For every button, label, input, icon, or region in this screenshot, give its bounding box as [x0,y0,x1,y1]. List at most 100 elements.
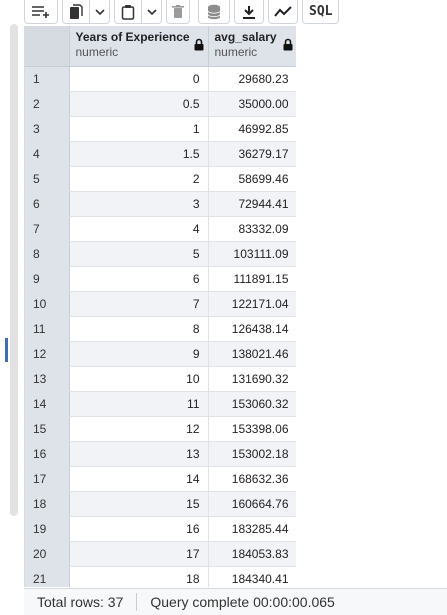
row-number[interactable]: 5 [25,166,70,192]
cell-avg-salary[interactable]: 58699.46 [208,166,296,192]
graph-visualiser-button[interactable] [268,0,298,24]
cell-avg-salary[interactable]: 184053.83 [208,541,296,567]
left-scrollbar[interactable] [10,24,18,516]
table-row[interactable]: 2 0.5 35000.00 [25,91,296,117]
sql-button[interactable]: SQL [302,0,340,24]
cell-years-of-experience[interactable]: 4 [69,216,209,242]
row-number[interactable]: 8 [25,241,70,267]
row-number[interactable]: 13 [25,366,70,392]
cell-avg-salary[interactable]: 126438.14 [208,316,296,342]
row-number[interactable]: 10 [25,291,70,317]
table-row[interactable]: 10 7 122171.04 [25,291,296,317]
cell-years-of-experience[interactable]: 7 [69,291,209,317]
table-row[interactable]: 20 17 184053.83 [25,541,296,567]
table-row[interactable]: 9 6 111891.15 [25,266,296,292]
cell-years-of-experience[interactable]: 6 [69,266,209,292]
save-data-button[interactable] [198,0,230,24]
column-header-years-of-experience[interactable]: Years of Experience numeric [69,26,209,67]
row-number[interactable]: 19 [25,516,70,542]
cell-years-of-experience[interactable]: 8 [69,316,209,342]
cell-avg-salary[interactable]: 183285.44 [208,516,296,542]
row-number[interactable]: 9 [25,266,70,292]
table-row[interactable]: 16 13 153002.18 [25,441,296,467]
cell-avg-salary[interactable]: 153060.32 [208,391,296,417]
cell-years-of-experience[interactable]: 12 [69,416,209,442]
table-row[interactable]: 17 14 168632.36 [25,466,296,492]
cell-avg-salary[interactable]: 83332.09 [208,216,296,242]
cell-years-of-experience[interactable]: 15 [69,491,209,517]
table-row[interactable]: 12 9 138021.46 [25,341,296,367]
row-number[interactable]: 14 [25,391,70,417]
cell-years-of-experience[interactable]: 3 [69,191,209,217]
row-number[interactable]: 2 [25,91,70,117]
cell-years-of-experience[interactable]: 10 [69,366,209,392]
row-number[interactable]: 20 [25,541,70,567]
cell-years-of-experience[interactable]: 11 [69,391,209,417]
cell-years-of-experience[interactable]: 9 [69,341,209,367]
cell-avg-salary[interactable]: 35000.00 [208,91,296,117]
table-row[interactable]: 19 16 183285.44 [25,516,296,542]
delete-button[interactable] [166,0,190,24]
row-number[interactable]: 15 [25,416,70,442]
table-row[interactable]: 13 10 131690.32 [25,366,296,392]
paste-button[interactable] [114,0,142,24]
cell-avg-salary[interactable]: 168632.36 [208,466,296,492]
cell-avg-salary[interactable]: 131690.32 [208,366,296,392]
row-number[interactable]: 3 [25,116,70,142]
column-header-avg-salary[interactable]: avg_salary numeric [208,26,296,67]
row-number[interactable]: 17 [25,466,70,492]
table-row[interactable]: 4 1.5 36279.17 [25,141,296,167]
table-row[interactable]: 3 1 46992.85 [25,116,296,142]
cell-avg-salary[interactable]: 103111.09 [208,241,296,267]
cell-avg-salary[interactable]: 153398.06 [208,416,296,442]
download-icon [243,5,255,19]
table-row[interactable]: 21 18 184340.41 [25,566,296,587]
cell-avg-salary[interactable]: 72944.41 [208,191,296,217]
cell-years-of-experience[interactable]: 16 [69,516,209,542]
copy-button[interactable] [62,0,90,24]
cell-avg-salary[interactable]: 122171.04 [208,291,296,317]
cell-avg-salary[interactable]: 36279.17 [208,141,296,167]
cell-years-of-experience[interactable]: 0 [69,66,209,92]
cell-years-of-experience[interactable]: 18 [69,566,209,587]
copy-options-button[interactable] [90,0,110,24]
cell-years-of-experience[interactable]: 0.5 [69,91,209,117]
cell-avg-salary[interactable]: 184340.41 [208,566,296,587]
paste-options-button[interactable] [142,0,162,24]
table-row[interactable]: 15 12 153398.06 [25,416,296,442]
row-number[interactable]: 7 [25,216,70,242]
row-number[interactable]: 4 [25,141,70,167]
cell-avg-salary[interactable]: 160664.76 [208,491,296,517]
table-row[interactable]: 14 11 153060.32 [25,391,296,417]
cell-years-of-experience[interactable]: 14 [69,466,209,492]
select-all-corner[interactable] [25,26,70,67]
row-number[interactable]: 18 [25,491,70,517]
row-number[interactable]: 11 [25,316,70,342]
table-row[interactable]: 18 15 160664.76 [25,491,296,517]
row-number[interactable]: 1 [25,66,70,92]
table-row[interactable]: 6 3 72944.41 [25,191,296,217]
cell-years-of-experience[interactable]: 1 [69,116,209,142]
table-row[interactable]: 8 5 103111.09 [25,241,296,267]
cell-avg-salary[interactable]: 111891.15 [208,266,296,292]
row-number[interactable]: 21 [25,566,70,587]
cell-avg-salary[interactable]: 46992.85 [208,116,296,142]
cell-years-of-experience[interactable]: 13 [69,441,209,467]
panel-splitter-handle[interactable] [5,338,8,362]
row-number[interactable]: 16 [25,441,70,467]
cell-years-of-experience[interactable]: 17 [69,541,209,567]
cell-years-of-experience[interactable]: 1.5 [69,141,209,167]
table-row[interactable]: 11 8 126438.14 [25,316,296,342]
cell-avg-salary[interactable]: 29680.23 [208,66,296,92]
row-number[interactable]: 6 [25,191,70,217]
cell-years-of-experience[interactable]: 2 [69,166,209,192]
table-row[interactable]: 1 0 29680.23 [25,66,296,92]
row-number[interactable]: 12 [25,341,70,367]
cell-avg-salary[interactable]: 138021.46 [208,341,296,367]
cell-years-of-experience[interactable]: 5 [69,241,209,267]
table-row[interactable]: 7 4 83332.09 [25,216,296,242]
cell-avg-salary[interactable]: 153002.18 [208,441,296,467]
table-row[interactable]: 5 2 58699.46 [25,166,296,192]
download-button[interactable] [234,0,264,24]
add-row-button[interactable] [24,0,58,24]
